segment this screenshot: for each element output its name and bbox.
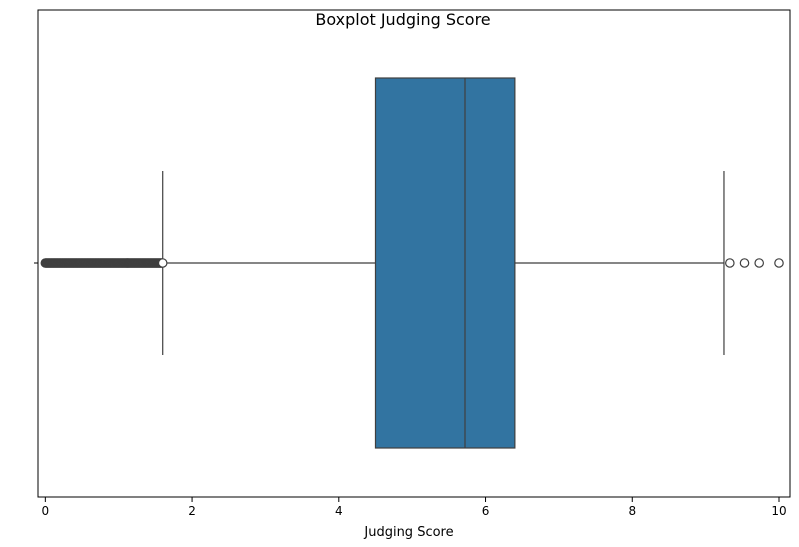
outliers xyxy=(40,258,784,268)
box-group xyxy=(162,77,725,449)
x-tick-label-6: 6 xyxy=(482,504,490,518)
iqr-box xyxy=(374,77,516,449)
chart-title: Boxplot Judging Score xyxy=(315,10,490,29)
outlier-point-high xyxy=(725,258,735,268)
outlier-point-high xyxy=(774,258,784,268)
x-tick-label-8: 8 xyxy=(628,504,636,518)
x-axis-label: Judging Score xyxy=(363,525,453,540)
x-tick-label-0: 0 xyxy=(42,504,50,518)
outlier-point-high xyxy=(739,258,750,268)
x-tick-label-4: 4 xyxy=(335,504,343,518)
outlier-point-low xyxy=(157,258,168,268)
plot-area-frame xyxy=(37,9,791,498)
outlier-point-high xyxy=(754,258,764,268)
x-axis: 0 2 4 6 8 10 xyxy=(42,497,787,518)
x-tick-label-10: 10 xyxy=(771,504,786,518)
x-tick-label-2: 2 xyxy=(188,504,196,518)
